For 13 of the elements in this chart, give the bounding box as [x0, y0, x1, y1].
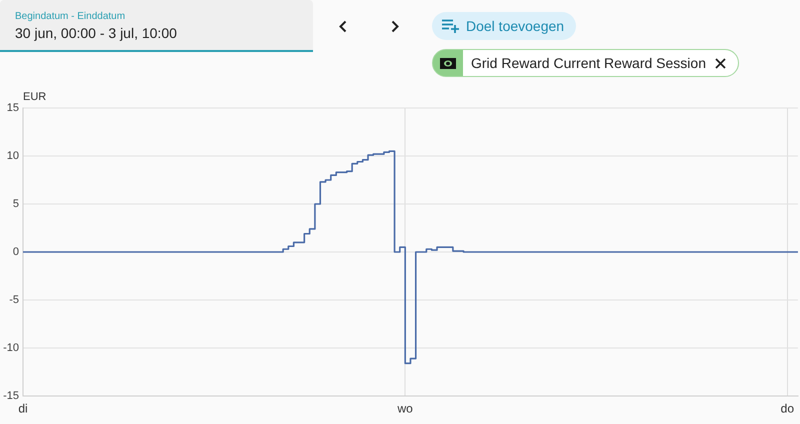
y-tick-label: -5	[9, 294, 19, 306]
y-tick-label: -15	[3, 390, 19, 402]
y-axis-title: EUR	[23, 91, 46, 104]
y-tick-label: -10	[3, 342, 19, 354]
y-tick-label: 0	[12, 246, 19, 258]
y-tick-label: 10	[6, 150, 19, 162]
selection-chip[interactable]: Grid Reward Current Reward Session	[432, 49, 739, 77]
y-tick-label: 5	[12, 198, 19, 210]
x-tick-label: wo	[396, 402, 414, 416]
date-range-field[interactable]: Begindatum - Einddatum 30 jun, 00:00 - 3 jul, 10:00	[0, 0, 313, 52]
y-tick-label: 15	[6, 102, 19, 114]
x-tick-label: do	[780, 402, 794, 416]
x-tick-label: di	[18, 402, 28, 416]
